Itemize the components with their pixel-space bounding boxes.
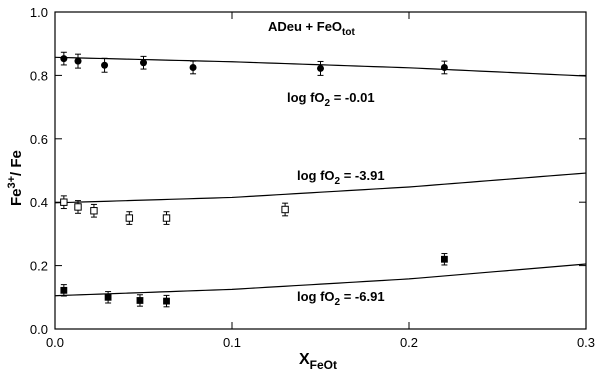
marker-open-square xyxy=(162,214,171,222)
data-point xyxy=(440,60,448,75)
data-point xyxy=(140,55,147,70)
y-axis-title-main: Fe xyxy=(8,188,25,206)
marker-open-square xyxy=(281,205,289,214)
y-axis-title: Fe3+/ Fe xyxy=(6,150,25,206)
chart-title: ADeu + FeOtot xyxy=(268,19,355,38)
y-tick-label: 1.0 xyxy=(30,5,48,20)
marker-open-square xyxy=(125,214,134,222)
marker-filled-circle xyxy=(317,64,324,72)
series-label-1: log fO2 = -0.01 xyxy=(287,90,375,109)
plot-frame xyxy=(54,11,587,330)
marker-open-square xyxy=(90,207,98,215)
series-label-2: log fO2 = -3.91 xyxy=(297,168,385,187)
marker-open-square xyxy=(74,203,82,211)
series-label-3-pre: log fO xyxy=(297,289,335,304)
data-point xyxy=(90,203,98,218)
marker-filled-circle xyxy=(140,59,147,67)
marker-filled-square xyxy=(104,293,112,301)
marker-filled-circle xyxy=(189,63,197,71)
chart-title-sub: tot xyxy=(342,27,355,38)
marker-filled-circle xyxy=(101,61,109,69)
data-point xyxy=(104,291,112,304)
x-tick-label: 0.0 xyxy=(46,335,64,350)
y-tick-label: 0.6 xyxy=(30,132,48,147)
series-label-3: log fO2 = -6.91 xyxy=(297,289,385,308)
x-tick-label: 0.3 xyxy=(577,335,595,350)
marker-open-square xyxy=(60,198,68,206)
fit-curve-3 xyxy=(54,263,587,297)
series-label-1-sub: 2 xyxy=(325,98,331,109)
data-point xyxy=(441,253,448,266)
marker-filled-circle xyxy=(440,63,448,71)
x-tick-label: 0.1 xyxy=(223,335,241,350)
x-axis-title-sub: FeOt xyxy=(310,358,337,372)
series-label-3-sub: 2 xyxy=(335,297,341,308)
series-label-2-pre: log fO xyxy=(297,168,335,183)
series-label-3-post: = -6.91 xyxy=(340,289,384,304)
data-point xyxy=(317,60,324,76)
y-axis-title-rest: / Fe xyxy=(8,150,25,176)
data-point xyxy=(60,51,68,66)
data-point xyxy=(163,294,170,308)
data-point xyxy=(74,53,82,69)
series-label-1-post: = -0.01 xyxy=(330,90,374,105)
y-tick-label: 0.2 xyxy=(30,259,48,274)
marker-filled-square xyxy=(441,255,448,263)
data-point xyxy=(162,211,171,225)
axis-ticks: 0.0 0.1 0.2 0.3 0.0 0.2 0.4 0.6 0.8 1.0 xyxy=(30,5,595,350)
chart-title-main: ADeu + FeO xyxy=(268,19,342,34)
data-point xyxy=(281,202,289,217)
series-label-2-post: = -3.91 xyxy=(340,168,384,183)
x-tick-label: 0.2 xyxy=(400,335,418,350)
data-point xyxy=(101,57,109,73)
fit-curve-2 xyxy=(54,172,587,204)
x-axis-title-main: X xyxy=(299,351,310,368)
series-label-1-pre: log fO xyxy=(287,90,325,105)
data-point xyxy=(125,211,134,225)
marker-filled-square xyxy=(136,297,144,304)
x-axis-title: XFeOt xyxy=(299,351,337,372)
marker-filled-circle xyxy=(60,55,68,63)
series-label-2-sub: 2 xyxy=(335,176,341,187)
data-point xyxy=(60,284,68,297)
data-point xyxy=(136,294,144,307)
marker-filled-circle xyxy=(74,57,82,65)
data-point xyxy=(60,195,68,210)
y-tick-label: 0.4 xyxy=(30,195,48,210)
data-points xyxy=(60,51,448,308)
data-point xyxy=(189,60,197,75)
y-tick-label: 0.8 xyxy=(30,68,48,83)
y-tick-label: 0.0 xyxy=(30,322,48,337)
y-axis-title-sup: 3+ xyxy=(6,176,18,189)
data-point xyxy=(74,200,82,214)
marker-filled-square xyxy=(163,297,170,305)
marker-filled-square xyxy=(60,286,68,294)
